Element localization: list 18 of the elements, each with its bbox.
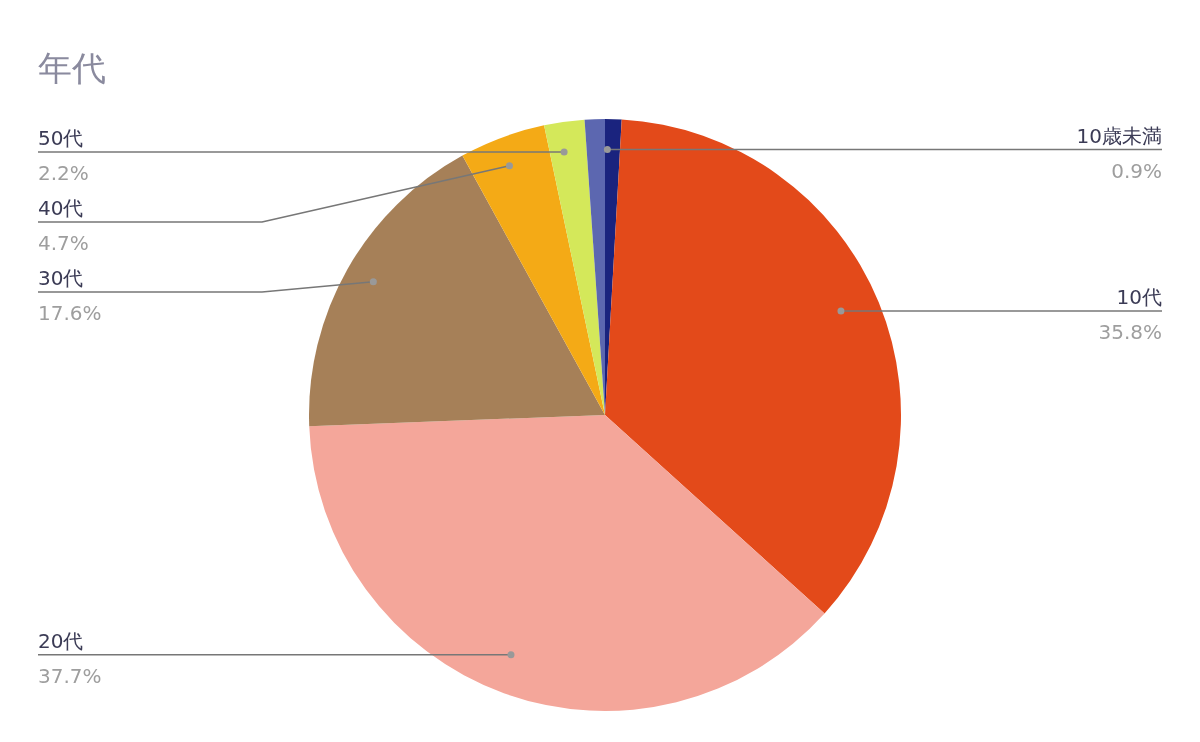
slice-label: 40代 — [38, 196, 84, 220]
data-label: 4.7% — [38, 231, 89, 255]
slice-label: 10歳未満 — [1076, 123, 1162, 148]
data-label: 37.7% — [38, 663, 102, 688]
chart-title: 年代 — [38, 47, 106, 90]
data-label: 2.2% — [38, 161, 89, 185]
data-label: 17.6% — [38, 301, 102, 325]
slice-label: 10代 — [1116, 285, 1162, 310]
data-label: 0.9% — [1111, 158, 1162, 183]
pie-slice — [462, 125, 605, 415]
slice-label: 50代 — [38, 126, 84, 150]
slice-label: 20代 — [38, 628, 84, 653]
slice-label: 30代 — [38, 266, 84, 290]
pie-slice — [309, 415, 825, 711]
pie-slice — [544, 119, 605, 415]
data-label: 35.8% — [1098, 320, 1162, 345]
pie-slice — [605, 119, 901, 614]
pie-slice — [309, 155, 605, 427]
